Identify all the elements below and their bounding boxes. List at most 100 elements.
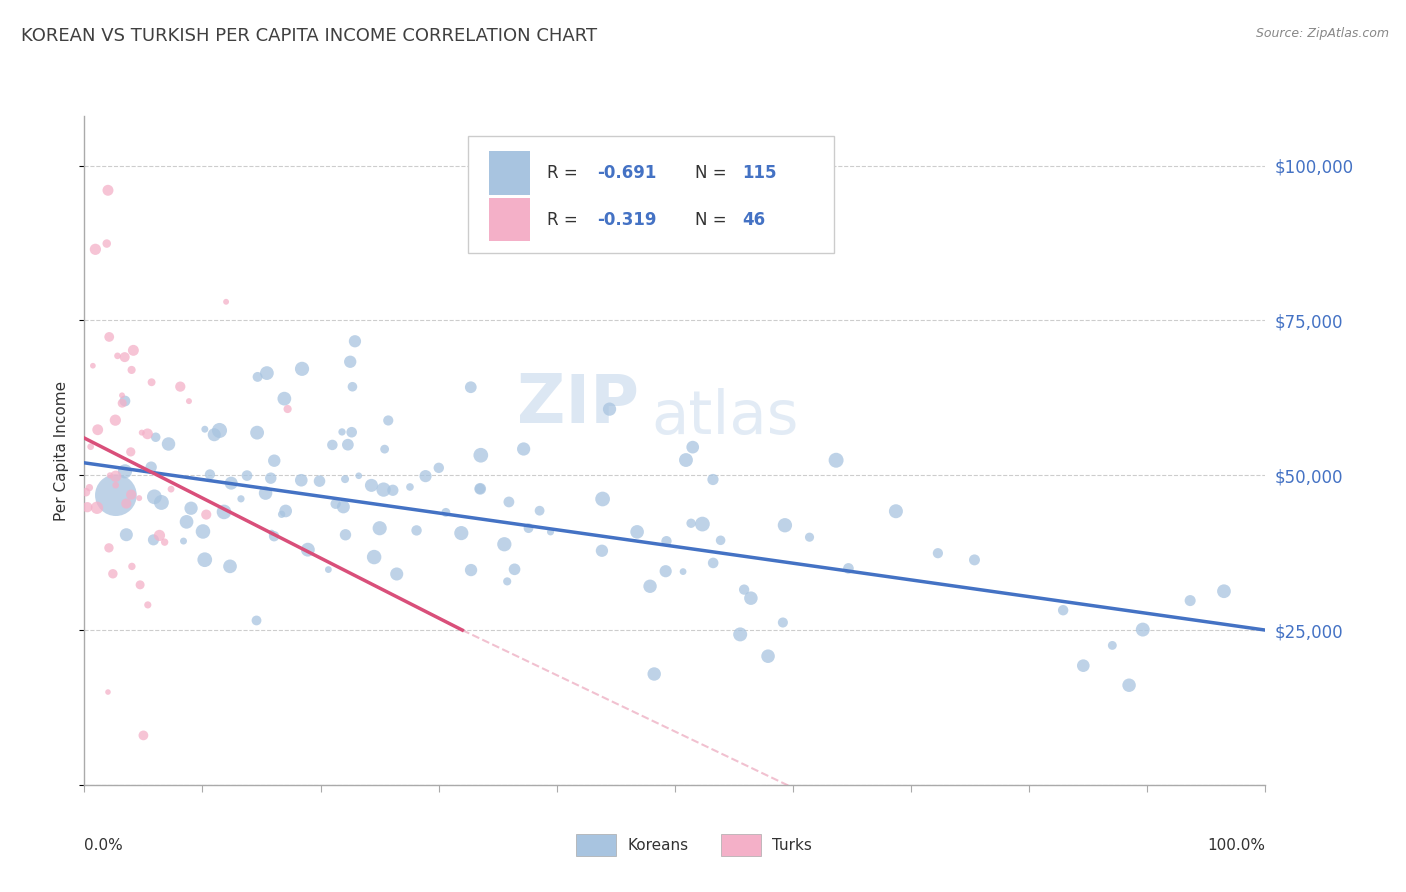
- Point: [194, 552, 217, 566]
- Text: ZIP: ZIP: [517, 371, 640, 436]
- Point: [98, 468, 121, 483]
- Point: [591, 543, 613, 558]
- Point: [654, 564, 676, 578]
- Point: [97, 685, 120, 699]
- Point: [1101, 639, 1123, 653]
- FancyBboxPatch shape: [468, 136, 834, 253]
- Point: [1071, 658, 1094, 673]
- Point: [963, 553, 986, 567]
- Text: atlas: atlas: [651, 387, 799, 447]
- Point: [132, 728, 155, 742]
- Point: [236, 468, 259, 483]
- Point: [517, 521, 540, 535]
- Point: [799, 530, 821, 544]
- Point: [111, 396, 134, 410]
- Point: [195, 508, 218, 522]
- Point: [321, 438, 343, 452]
- Point: [246, 370, 269, 384]
- Point: [145, 430, 167, 444]
- Point: [675, 453, 697, 467]
- Point: [177, 394, 200, 409]
- Text: 0.0%: 0.0%: [84, 838, 124, 854]
- Point: [318, 563, 340, 577]
- Point: [427, 460, 450, 475]
- Point: [160, 482, 183, 496]
- Point: [104, 413, 127, 427]
- Point: [114, 464, 136, 478]
- Point: [84, 243, 107, 257]
- Point: [733, 582, 755, 597]
- Point: [191, 524, 214, 539]
- Point: [219, 559, 242, 574]
- Point: [98, 330, 121, 344]
- Text: R =: R =: [547, 211, 583, 228]
- Point: [728, 627, 751, 641]
- Point: [79, 440, 101, 454]
- Point: [104, 478, 127, 492]
- Point: [173, 534, 195, 549]
- Point: [498, 495, 520, 509]
- Point: [76, 500, 98, 515]
- Point: [104, 488, 127, 502]
- Point: [263, 453, 285, 467]
- Point: [540, 524, 562, 539]
- Point: [1178, 593, 1201, 607]
- Point: [373, 483, 395, 497]
- Point: [273, 392, 295, 406]
- Point: [340, 425, 363, 440]
- Point: [290, 473, 312, 487]
- Point: [496, 574, 519, 589]
- Point: [148, 528, 170, 542]
- Point: [468, 482, 491, 496]
- Point: [470, 448, 492, 462]
- Point: [343, 334, 366, 349]
- Point: [512, 442, 534, 456]
- Point: [825, 453, 848, 467]
- Point: [702, 473, 724, 487]
- Point: [260, 471, 283, 485]
- Point: [97, 183, 120, 197]
- Point: [270, 508, 292, 522]
- Point: [142, 533, 165, 547]
- Point: [87, 423, 110, 437]
- Point: [263, 529, 285, 543]
- Point: [374, 442, 396, 457]
- Point: [415, 469, 437, 483]
- Point: [405, 524, 427, 538]
- Point: [169, 379, 191, 393]
- Text: N =: N =: [695, 164, 733, 182]
- Text: Turks: Turks: [772, 838, 811, 853]
- Point: [336, 438, 359, 452]
- Point: [150, 495, 173, 509]
- Point: [308, 474, 330, 488]
- Point: [114, 350, 136, 364]
- Point: [368, 521, 391, 535]
- Text: KOREAN VS TURKISH PER CAPITA INCOME CORRELATION CHART: KOREAN VS TURKISH PER CAPITA INCOME CORR…: [21, 27, 598, 45]
- Point: [122, 343, 145, 358]
- Text: N =: N =: [695, 211, 733, 228]
- Point: [96, 236, 118, 251]
- Point: [274, 504, 297, 518]
- Text: -0.691: -0.691: [598, 164, 657, 182]
- Point: [434, 505, 457, 519]
- Text: R =: R =: [547, 164, 583, 182]
- Point: [111, 388, 134, 402]
- Point: [208, 424, 231, 438]
- Point: [1132, 623, 1154, 637]
- Point: [692, 517, 714, 532]
- Point: [332, 500, 354, 514]
- Text: -0.319: -0.319: [598, 211, 657, 228]
- Point: [1052, 603, 1074, 617]
- Point: [120, 445, 142, 459]
- Point: [180, 501, 202, 516]
- Point: [194, 422, 217, 436]
- Y-axis label: Per Capita Income: Per Capita Income: [53, 380, 69, 521]
- Point: [339, 355, 361, 369]
- Point: [626, 524, 648, 539]
- FancyBboxPatch shape: [489, 151, 530, 194]
- Point: [202, 427, 225, 442]
- Point: [325, 497, 347, 511]
- Point: [494, 537, 516, 551]
- Point: [215, 294, 238, 309]
- Point: [246, 425, 269, 440]
